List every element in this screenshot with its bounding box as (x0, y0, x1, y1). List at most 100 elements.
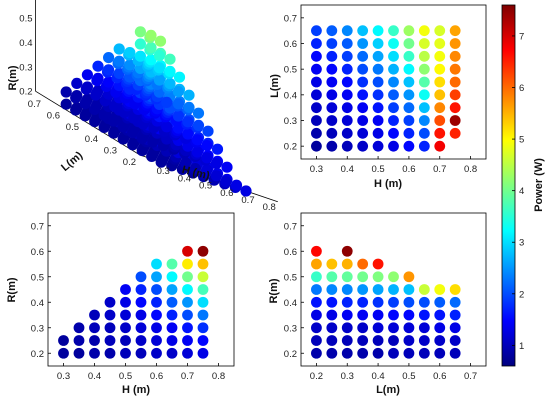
data-point (449, 309, 461, 321)
data-point (418, 140, 430, 152)
data-point (403, 76, 415, 88)
data-point (357, 38, 369, 49)
data-point-3d (103, 76, 115, 88)
colorbar-tick-label: 6 (519, 83, 524, 94)
data-point (372, 25, 384, 37)
colorbar-tick-label: 3 (519, 238, 524, 249)
data-point (341, 127, 353, 139)
data-point (357, 102, 369, 114)
data-point-3d (183, 101, 195, 113)
x-tick-label: 0.4 (88, 371, 101, 382)
data-point-3d (221, 161, 233, 173)
y-tick-label: 0.7 (31, 221, 44, 232)
data-point (388, 127, 399, 139)
data-point (449, 89, 461, 101)
zlabel-3d: R(m) (7, 65, 19, 90)
data-point (104, 309, 116, 321)
data-point (357, 284, 369, 295)
data-point (341, 76, 353, 88)
data-point (326, 76, 338, 88)
data-point (372, 335, 384, 346)
data-point-3d (92, 60, 104, 72)
h-tick-label: 0.3 (157, 166, 170, 177)
data-point (418, 322, 430, 334)
data-point (357, 140, 369, 152)
data-point (434, 63, 446, 75)
x-tick-label: 0.8 (464, 164, 477, 175)
y-tick-label: 0.6 (284, 39, 297, 50)
data-point (151, 335, 162, 346)
data-point (372, 38, 384, 49)
y-tick-label: 0.4 (31, 298, 44, 309)
data-point (326, 309, 338, 321)
data-point-3d (134, 26, 146, 38)
data-point (182, 284, 193, 295)
x-tick-label: 0.3 (341, 371, 354, 382)
data-point (372, 347, 384, 359)
h-tick-label: 0.6 (220, 188, 233, 199)
data-point-3d (153, 62, 165, 74)
data-point (151, 284, 162, 295)
data-point (73, 347, 85, 359)
data-point (449, 115, 461, 126)
data-point (418, 63, 430, 75)
data-point (135, 322, 147, 334)
data-point (403, 63, 415, 75)
data-point (388, 296, 399, 308)
data-point-3d (180, 157, 192, 169)
data-point-3d (81, 69, 93, 81)
colorbar-tick-label: 7 (519, 31, 524, 42)
x-tick-label: 0.7 (464, 371, 477, 382)
data-point-3d (192, 119, 205, 131)
data-point-3d (145, 54, 157, 66)
data-point-3d (172, 98, 184, 110)
x-tick-label: 0.8 (212, 371, 225, 382)
data-point (135, 347, 147, 359)
data-point (403, 102, 415, 114)
data-point (326, 63, 338, 75)
data-point (418, 50, 430, 62)
y-tick-label: 0.3 (284, 116, 297, 127)
data-point-3d (81, 81, 93, 93)
data-point-3d (161, 96, 173, 108)
marks-h-vs-l (311, 25, 461, 152)
x-tick-label: 0.4 (371, 371, 384, 382)
data-point-3d (113, 43, 125, 55)
x-tick-label: 0.6 (402, 164, 415, 175)
data-point (326, 25, 338, 37)
data-point (326, 115, 338, 126)
panel-l-vs-r: 0.2 0.3 0.4 0.5 0.6 0.7 0.2 0.3 0.4 0.5 0.6 0.7 L(m… (268, 212, 487, 396)
data-point-3d (113, 55, 125, 67)
data-point (418, 102, 430, 114)
data-point (326, 50, 338, 62)
data-point (197, 245, 209, 257)
data-point (418, 309, 430, 321)
data-point (372, 271, 384, 283)
data-point (104, 335, 116, 346)
data-point (151, 296, 162, 308)
data-point (357, 127, 369, 139)
data-point (418, 347, 430, 359)
data-point (388, 140, 399, 152)
l-tick-label: 0.6 (47, 111, 60, 122)
data-point (418, 89, 430, 101)
data-point (341, 258, 353, 270)
data-point (388, 89, 399, 101)
h-tick-label: 0.4 (178, 173, 191, 184)
data-point (449, 322, 461, 334)
data-point (388, 38, 399, 49)
data-point (372, 322, 384, 334)
y-tick-label: 0.3 (31, 323, 44, 334)
data-point (58, 335, 69, 346)
y-tick-label: 0.2 (284, 349, 297, 360)
colorbar-tick-label: 1 (519, 341, 524, 352)
data-point (449, 284, 461, 295)
data-point (403, 335, 415, 346)
data-point (388, 102, 399, 114)
r-tick-label: 0.2 (19, 87, 32, 98)
data-point (388, 322, 399, 334)
data-point (311, 347, 322, 359)
data-point (341, 63, 353, 75)
data-point (357, 25, 369, 37)
xlabel-l-vs-r: L(m) (376, 384, 400, 396)
